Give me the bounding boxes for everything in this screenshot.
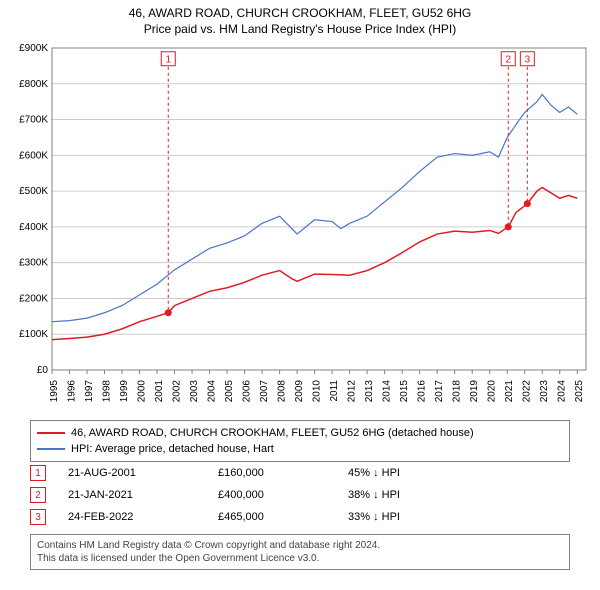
svg-text:£900K: £900K [19, 43, 48, 54]
svg-text:£600K: £600K [19, 150, 48, 161]
svg-text:2007: 2007 [259, 380, 270, 403]
svg-text:2016: 2016 [417, 380, 428, 403]
title-subtitle: Price paid vs. HM Land Registry's House … [0, 22, 600, 36]
footer: Contains HM Land Registry data © Crown c… [30, 534, 570, 570]
legend-line-icon [37, 448, 65, 450]
sale-marker-icon: 1 [30, 465, 46, 481]
sale-marker-icon: 2 [30, 487, 46, 503]
legend-row: HPI: Average price, detached house, Hart [37, 441, 563, 457]
sale-marker-icon: 3 [30, 509, 46, 525]
svg-text:2010: 2010 [312, 380, 323, 403]
footer-line1: Contains HM Land Registry data © Crown c… [37, 539, 563, 552]
svg-text:2022: 2022 [522, 380, 533, 403]
sales-row: 3 24-FEB-2022£465,00033% ↓ HPI [30, 506, 468, 528]
svg-text:1999: 1999 [119, 380, 130, 403]
sale-date: 21-AUG-2001 [68, 467, 218, 479]
svg-text:2024: 2024 [557, 380, 568, 403]
svg-text:2015: 2015 [399, 380, 410, 403]
svg-text:2004: 2004 [207, 380, 218, 403]
svg-text:1998: 1998 [102, 380, 113, 403]
legend-line-icon [37, 432, 65, 434]
sale-price: £400,000 [218, 489, 348, 501]
chart-container: 46, AWARD ROAD, CHURCH CROOKHAM, FLEET, … [0, 0, 600, 590]
svg-text:2021: 2021 [504, 380, 515, 403]
titles: 46, AWARD ROAD, CHURCH CROOKHAM, FLEET, … [0, 0, 600, 36]
svg-text:£100K: £100K [19, 329, 48, 340]
svg-text:2014: 2014 [382, 380, 393, 403]
svg-text:£0: £0 [37, 365, 49, 376]
svg-text:2005: 2005 [224, 380, 235, 403]
sale-date: 24-FEB-2022 [68, 511, 218, 523]
sale-diff: 33% ↓ HPI [348, 511, 468, 523]
svg-text:2: 2 [505, 55, 511, 66]
svg-text:£300K: £300K [19, 258, 48, 269]
svg-text:£400K: £400K [19, 222, 48, 233]
svg-text:1995: 1995 [49, 380, 60, 403]
sales-table: 1 21-AUG-2001£160,00045% ↓ HPI 2 21-JAN-202… [30, 462, 468, 528]
svg-text:2018: 2018 [452, 380, 463, 403]
svg-text:1: 1 [165, 55, 171, 66]
svg-text:2020: 2020 [487, 380, 498, 403]
svg-text:2017: 2017 [434, 380, 445, 403]
sale-price: £160,000 [218, 467, 348, 479]
sales-row: 2 21-JAN-2021£400,00038% ↓ HPI [30, 484, 468, 506]
svg-text:1996: 1996 [67, 380, 78, 403]
chart-svg: £0 £100K £200K £300K £400K £500K £600K £700K £80… [8, 42, 592, 412]
svg-text:2000: 2000 [137, 380, 148, 403]
svg-text:2008: 2008 [277, 380, 288, 403]
svg-text:2012: 2012 [347, 380, 358, 403]
svg-text:2025: 2025 [574, 380, 585, 403]
svg-text:1997: 1997 [84, 380, 95, 403]
legend-row: 46, AWARD ROAD, CHURCH CROOKHAM, FLEET, … [37, 425, 563, 441]
svg-text:2003: 2003 [189, 380, 200, 403]
svg-text:2023: 2023 [539, 380, 550, 403]
footer-line2: This data is licensed under the Open Gov… [37, 552, 563, 565]
legend-label: 46, AWARD ROAD, CHURCH CROOKHAM, FLEET, … [71, 427, 474, 439]
svg-text:2001: 2001 [154, 380, 165, 403]
svg-text:£700K: £700K [19, 115, 48, 126]
sale-diff: 45% ↓ HPI [348, 467, 468, 479]
svg-text:2011: 2011 [329, 380, 340, 402]
svg-text:£800K: £800K [19, 79, 48, 90]
title-address: 46, AWARD ROAD, CHURCH CROOKHAM, FLEET, … [0, 6, 600, 20]
sales-row: 1 21-AUG-2001£160,00045% ↓ HPI [30, 462, 468, 484]
svg-text:2009: 2009 [294, 380, 305, 403]
svg-text:2002: 2002 [172, 380, 183, 403]
sale-price: £465,000 [218, 511, 348, 523]
sale-diff: 38% ↓ HPI [348, 489, 468, 501]
legend: 46, AWARD ROAD, CHURCH CROOKHAM, FLEET, … [30, 420, 570, 462]
sale-date: 21-JAN-2021 [68, 489, 218, 501]
svg-text:£200K: £200K [19, 293, 48, 304]
svg-text:£500K: £500K [19, 186, 48, 197]
svg-text:2006: 2006 [242, 380, 253, 403]
svg-text:3: 3 [525, 55, 531, 66]
svg-text:2013: 2013 [364, 380, 375, 403]
legend-label: HPI: Average price, detached house, Hart [71, 443, 274, 455]
chart-area: £0 £100K £200K £300K £400K £500K £600K £700K £80… [8, 42, 592, 412]
svg-text:2019: 2019 [469, 380, 480, 403]
